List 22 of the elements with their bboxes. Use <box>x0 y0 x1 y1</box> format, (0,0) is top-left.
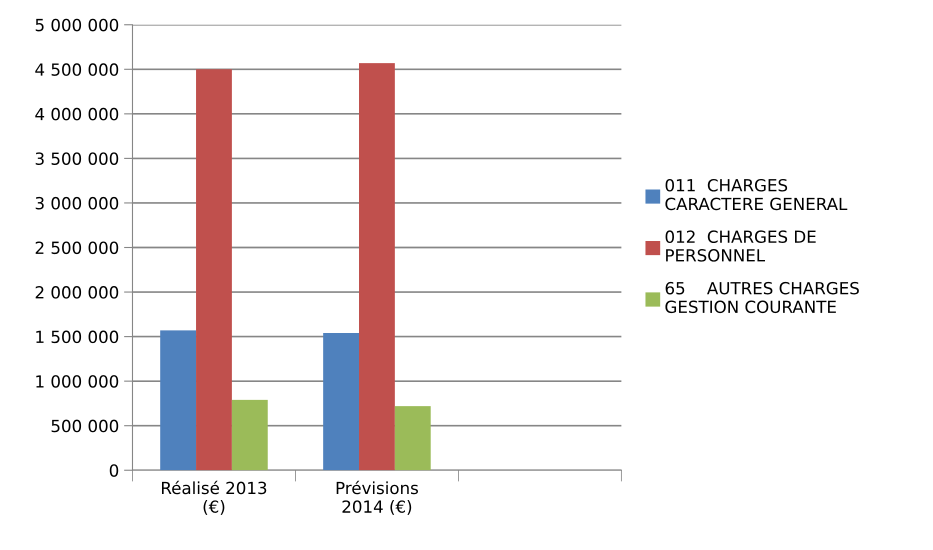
bar <box>232 400 268 470</box>
y-tick-label: 1 500 000 <box>36 330 118 344</box>
y-tick-label: 2 500 000 <box>36 241 118 254</box>
y-tick-label: 2 000 000 <box>36 286 118 299</box>
legend-label: 012 CHARGES DE PERSONNEL <box>666 230 816 262</box>
legend-label: 65 AUTRES CHARGES GESTION COURANTE <box>665 282 859 314</box>
x-tick-label: Réalisé 2013 (€) <box>162 480 266 515</box>
y-tick-label: 3 000 000 <box>36 196 118 210</box>
y-tick-label: 4 000 000 <box>35 108 118 120</box>
bar <box>359 63 395 470</box>
y-tick-label: 0 <box>110 464 118 477</box>
y-tick-label: 3 500 000 <box>36 152 118 165</box>
y-tick-label: 1 000 000 <box>36 375 118 388</box>
bar <box>394 406 431 470</box>
legend-label: 011 CHARGES CARACTERE GENERAL <box>665 178 848 210</box>
y-tick-label: 500 000 <box>52 420 118 432</box>
y-tick-label: 5 000 000 <box>36 18 118 32</box>
bar <box>323 333 360 470</box>
x-tick-label: Prévisions 2014 (€) <box>336 480 418 515</box>
bar <box>196 69 232 470</box>
bar <box>160 330 196 470</box>
y-tick-label: 4 500 000 <box>35 63 118 76</box>
